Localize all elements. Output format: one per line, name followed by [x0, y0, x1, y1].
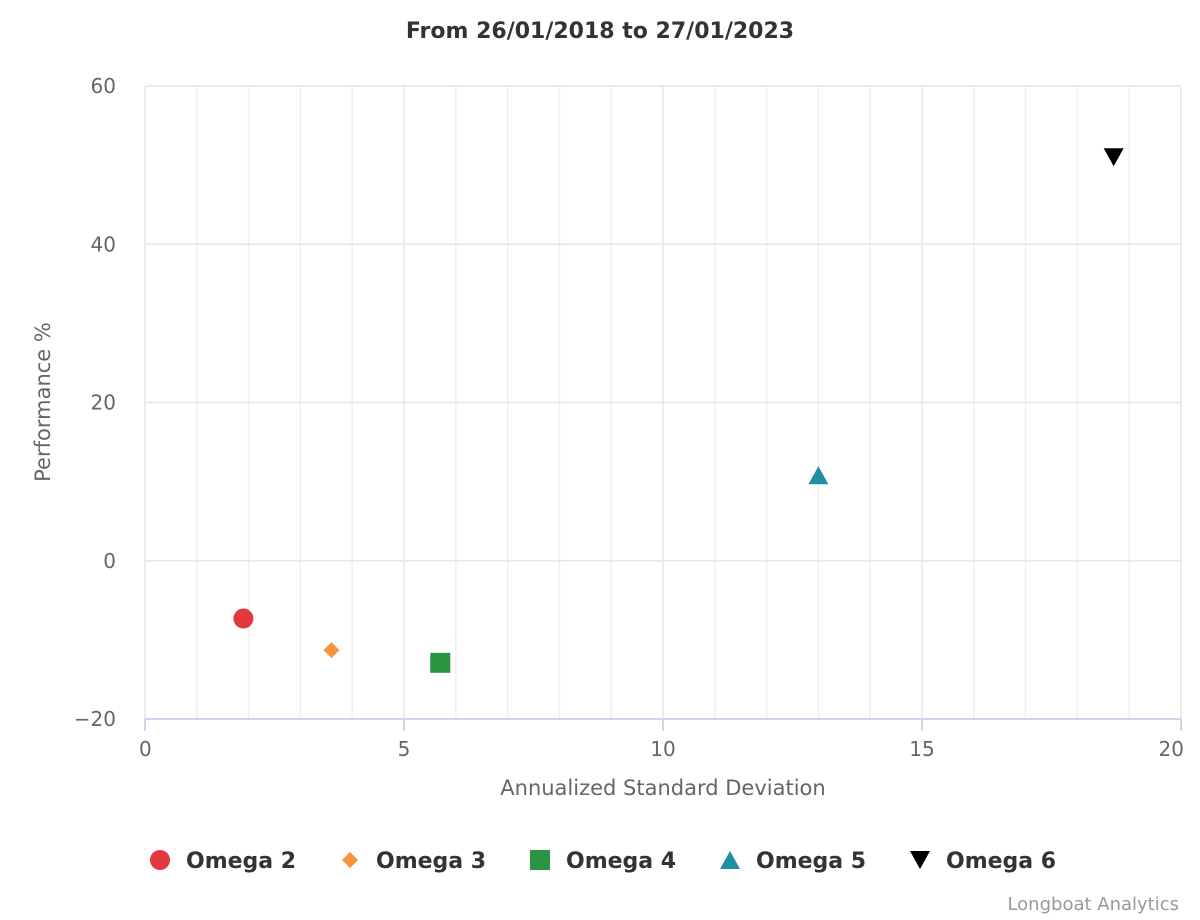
y-tick-label: 60: [91, 74, 116, 98]
y-tick-label: 40: [91, 232, 116, 256]
x-tick-label: 0: [139, 737, 152, 761]
y-tick-label: −20: [74, 707, 116, 731]
legend-label: Omega 5: [756, 849, 866, 874]
legend-label: Omega 4: [566, 849, 676, 874]
legend-label: Omega 2: [186, 849, 296, 874]
legend-symbol[interactable]: [342, 852, 358, 868]
legend-symbol[interactable]: [910, 851, 930, 869]
y-tick-label: 0: [103, 549, 116, 573]
data-point[interactable]: [233, 608, 254, 629]
legend-symbol[interactable]: [530, 850, 550, 870]
data-points: [233, 148, 1124, 673]
x-axis-title: Annualized Standard Deviation: [500, 776, 825, 800]
x-tick-label: 15: [909, 737, 934, 761]
legend-label: Omega 6: [946, 849, 1056, 874]
legend-symbol[interactable]: [150, 850, 170, 870]
y-tick-label: 20: [91, 391, 116, 415]
legend-item[interactable]: Omega 6: [910, 849, 1056, 874]
legend-symbol[interactable]: [720, 851, 740, 869]
data-point[interactable]: [808, 466, 829, 485]
x-tick-label: 5: [398, 737, 411, 761]
legend-item[interactable]: Omega 3: [342, 849, 486, 874]
legend-item[interactable]: Omega 4: [530, 849, 676, 874]
legend-item[interactable]: Omega 2: [150, 849, 296, 874]
legend-item[interactable]: Omega 5: [720, 849, 866, 874]
data-point[interactable]: [323, 642, 340, 659]
x-tick-label: 10: [650, 737, 675, 761]
credits[interactable]: Longboat Analytics: [1007, 894, 1179, 915]
chart-title: From 26/01/2018 to 27/01/2023: [406, 19, 794, 44]
x-tick-label: 20: [1159, 737, 1184, 761]
data-point[interactable]: [1103, 148, 1124, 167]
legend-label: Omega 3: [376, 849, 486, 874]
legend: Omega 2 Omega 3 Omega 4 Omega 5 Omega 6: [150, 849, 1056, 874]
data-point[interactable]: [430, 652, 451, 673]
grid: [144, 85, 1182, 720]
y-axis-title: Performance %: [31, 322, 55, 482]
axes: 0 5 10 15 20 −20 0 20 40 60: [74, 74, 1184, 761]
